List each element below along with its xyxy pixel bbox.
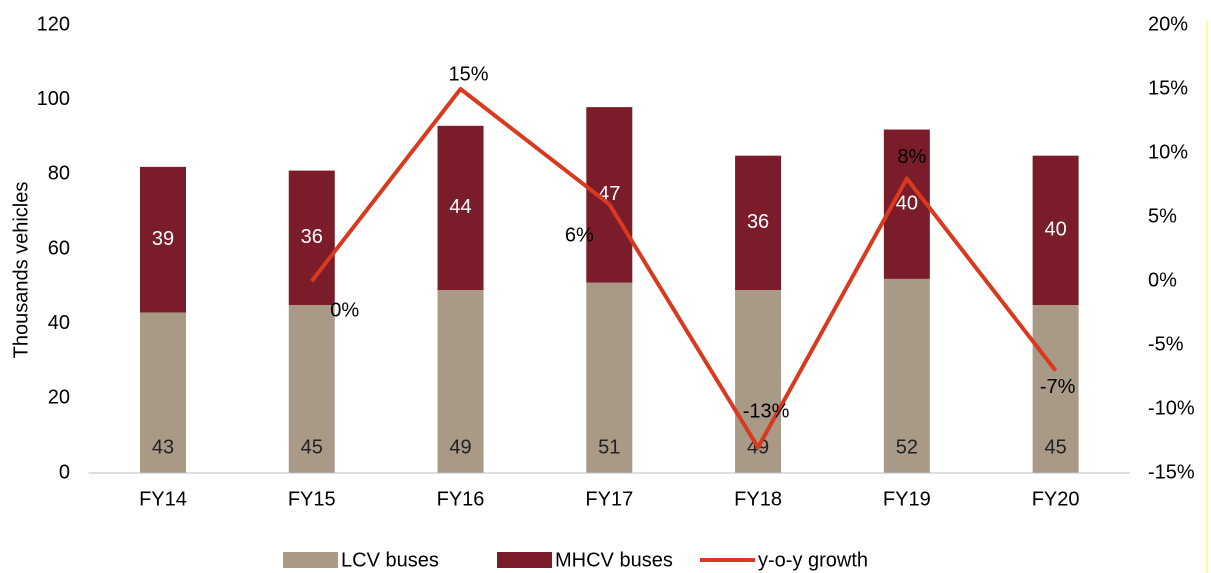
bar-label: 49 <box>449 436 471 458</box>
bar-label: 51 <box>598 436 620 458</box>
legend-label: MHCV buses <box>555 549 673 571</box>
y-tick-label: 60 <box>48 237 70 259</box>
bar <box>437 290 484 473</box>
line-label: 15% <box>449 63 489 85</box>
bar <box>288 170 335 305</box>
bar <box>437 125 484 291</box>
y2-tick-label: 0% <box>1148 269 1177 291</box>
y2-tick-label: -5% <box>1148 333 1184 355</box>
x-tick-label: FY19 <box>883 488 931 510</box>
bar <box>735 290 782 473</box>
bar-label: 45 <box>1044 436 1066 458</box>
y-tick-label: 80 <box>48 163 70 185</box>
legend-swatch <box>497 552 552 568</box>
x-tick-label: FY20 <box>1032 488 1080 510</box>
bar <box>1032 155 1079 305</box>
line-label: 8% <box>897 146 926 168</box>
y2-tick-label: 5% <box>1148 205 1177 227</box>
x-tick-label: FY16 <box>437 488 485 510</box>
legend-swatch <box>283 552 338 568</box>
bar-label: 43 <box>152 436 174 458</box>
bar <box>586 282 633 473</box>
x-tick-label: FY18 <box>734 488 782 510</box>
growth-line <box>310 87 1058 450</box>
bar <box>735 155 782 291</box>
y2-tick-label: 15% <box>1148 77 1188 99</box>
bar <box>139 312 186 473</box>
y-tick-label: 40 <box>48 312 70 334</box>
legend-label: y-o-y growth <box>758 549 868 571</box>
line-label: -13% <box>743 401 790 423</box>
y-tick-label: 20 <box>48 387 70 409</box>
bar-label: 36 <box>747 211 769 233</box>
line-label: 0% <box>330 299 359 321</box>
bar <box>883 278 930 473</box>
y-axis-title: Thousands vehicles <box>10 182 32 359</box>
bar <box>586 107 633 283</box>
bar-label: 39 <box>152 228 174 250</box>
y2-tick-label: 20% <box>1148 13 1188 35</box>
x-tick-label: FY15 <box>288 488 336 510</box>
y-tick-label: 120 <box>37 13 70 35</box>
bar <box>139 166 186 313</box>
bar <box>288 305 335 473</box>
bar-label: 40 <box>1044 219 1066 241</box>
y-tick-label: 0 <box>59 461 70 483</box>
y-tick-label: 100 <box>37 88 70 110</box>
bar-label: 36 <box>301 226 323 248</box>
bar <box>1032 305 1079 473</box>
y2-tick-label: -15% <box>1148 461 1195 483</box>
bar-label: 44 <box>449 196 471 218</box>
bar-label: 45 <box>301 436 323 458</box>
legend-label: LCV buses <box>341 549 439 571</box>
x-tick-label: FY17 <box>585 488 633 510</box>
y2-tick-label: 10% <box>1148 141 1188 163</box>
line-label: 6% <box>565 224 594 246</box>
bar-label: 40 <box>896 192 918 214</box>
line-label: -7% <box>1040 376 1076 398</box>
bar-label: 52 <box>896 436 918 458</box>
x-tick-label: FY14 <box>139 488 187 510</box>
y2-tick-label: -10% <box>1148 397 1195 419</box>
